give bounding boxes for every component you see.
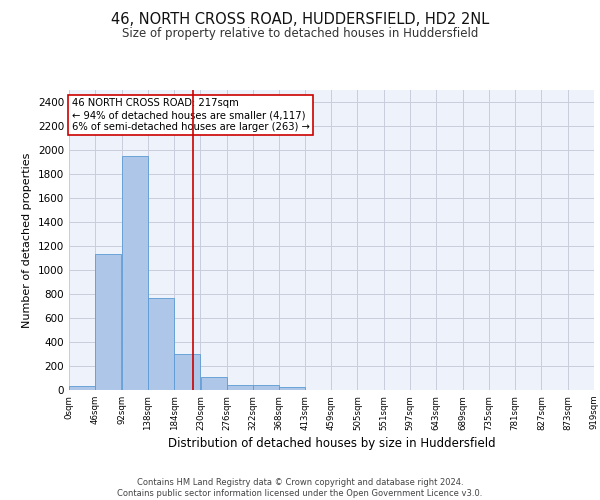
Text: Contains HM Land Registry data © Crown copyright and database right 2024.
Contai: Contains HM Land Registry data © Crown c… xyxy=(118,478,482,498)
Y-axis label: Number of detached properties: Number of detached properties xyxy=(22,152,32,328)
Bar xyxy=(280,387,305,390)
Bar xyxy=(122,156,148,390)
Bar xyxy=(69,386,95,390)
X-axis label: Distribution of detached houses by size in Huddersfield: Distribution of detached houses by size … xyxy=(167,436,496,450)
Bar xyxy=(174,354,200,390)
Bar xyxy=(253,385,279,390)
Bar xyxy=(148,298,174,390)
Bar xyxy=(227,384,253,390)
Text: 46, NORTH CROSS ROAD, HUDDERSFIELD, HD2 2NL: 46, NORTH CROSS ROAD, HUDDERSFIELD, HD2 … xyxy=(111,12,489,28)
Text: Size of property relative to detached houses in Huddersfield: Size of property relative to detached ho… xyxy=(122,28,478,40)
Bar xyxy=(95,254,121,390)
Bar xyxy=(200,378,227,390)
Text: 46 NORTH CROSS ROAD: 217sqm
← 94% of detached houses are smaller (4,117)
6% of s: 46 NORTH CROSS ROAD: 217sqm ← 94% of det… xyxy=(72,98,310,132)
